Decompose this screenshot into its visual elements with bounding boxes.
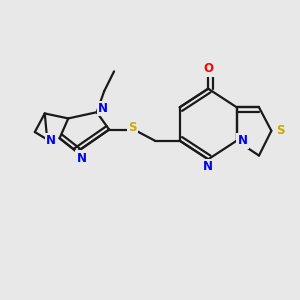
Text: N: N	[203, 160, 213, 173]
Text: O: O	[203, 62, 213, 75]
Text: S: S	[128, 121, 137, 134]
Text: N: N	[77, 152, 87, 164]
Text: N: N	[46, 134, 56, 147]
Text: N: N	[238, 134, 248, 147]
Text: N: N	[98, 102, 108, 115]
Text: S: S	[276, 124, 284, 137]
